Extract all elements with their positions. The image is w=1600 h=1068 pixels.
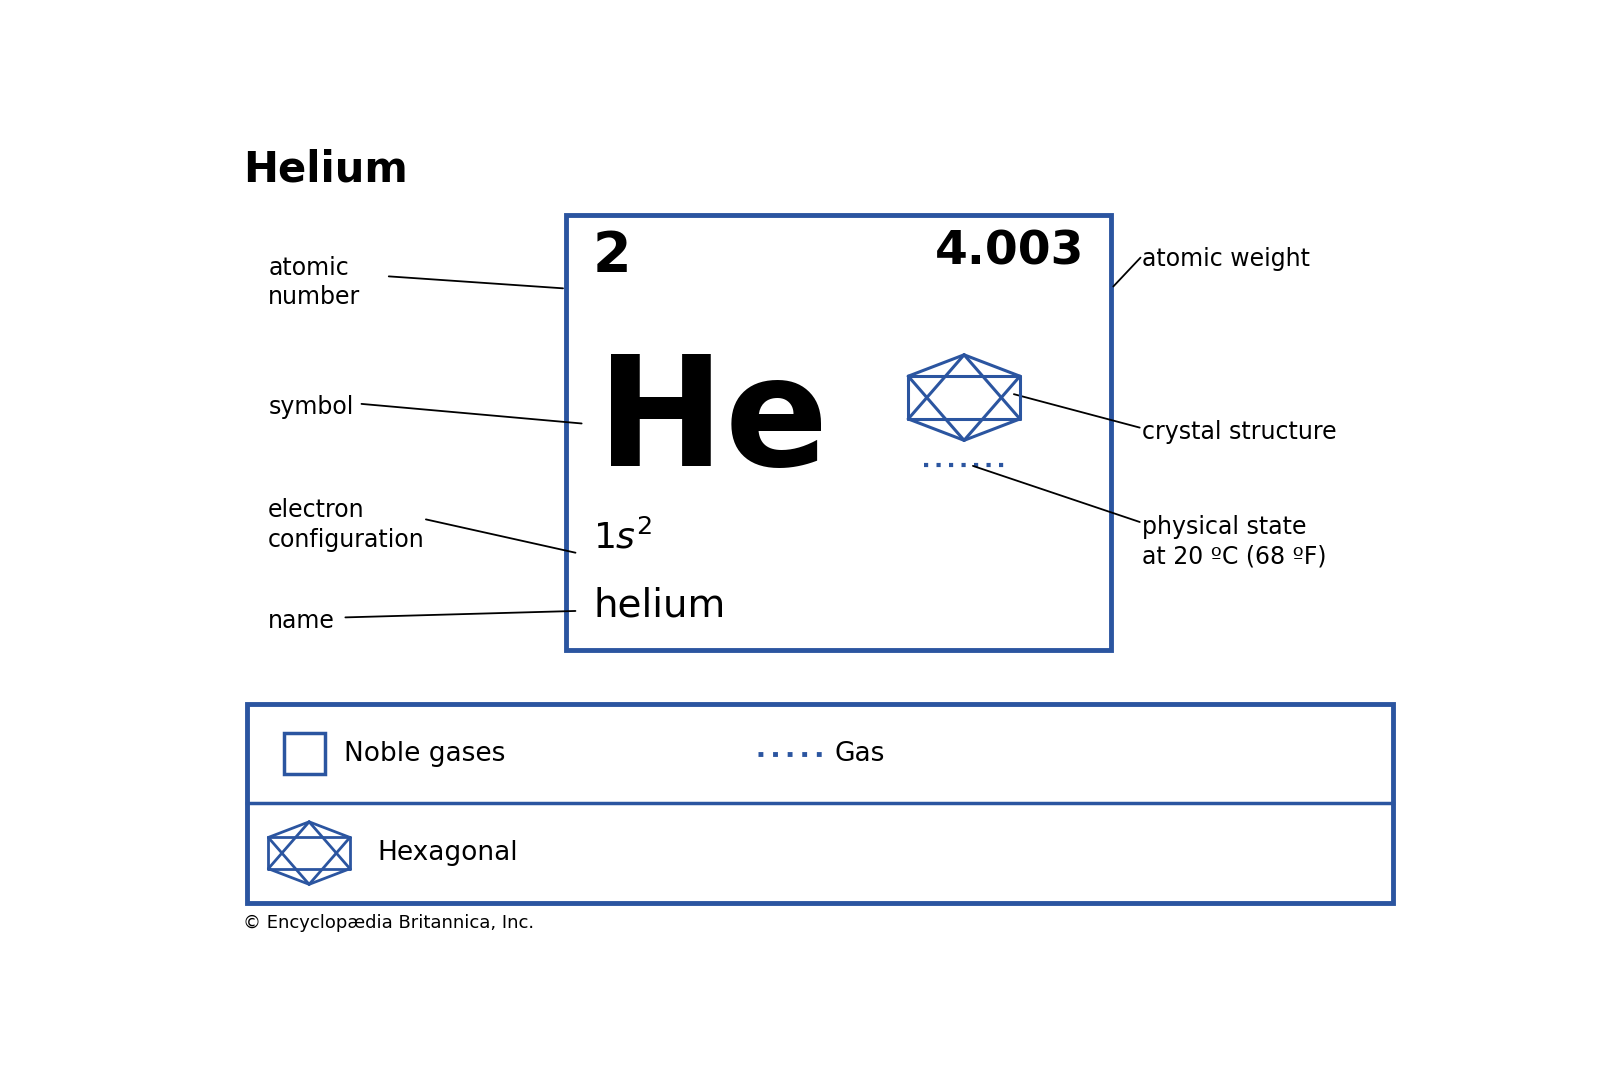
Text: He: He [597,349,829,498]
Text: Hexagonal: Hexagonal [378,841,518,866]
Text: atomic weight: atomic weight [1142,248,1310,271]
Text: Gas: Gas [835,740,885,767]
Text: atomic
number: atomic number [269,255,360,310]
Text: electron
configuration: electron configuration [269,498,426,552]
Text: Helium: Helium [243,148,408,191]
Bar [246,704,1394,902]
Text: Noble gases: Noble gases [344,740,506,767]
Text: 2: 2 [594,230,632,283]
Text: symbol: symbol [269,395,354,420]
Bar [285,733,325,774]
Text: helium: helium [594,586,725,624]
Text: physical state
at 20 ºC (68 ºF): physical state at 20 ºC (68 ºF) [1142,515,1326,568]
Text: $1s^2$: $1s^2$ [594,520,653,555]
Text: crystal structure: crystal structure [1142,420,1338,444]
Text: 4.003: 4.003 [934,230,1085,274]
Text: name: name [269,609,334,633]
Bar [566,215,1112,650]
Text: © Encyclopædia Britannica, Inc.: © Encyclopædia Britannica, Inc. [243,914,534,932]
